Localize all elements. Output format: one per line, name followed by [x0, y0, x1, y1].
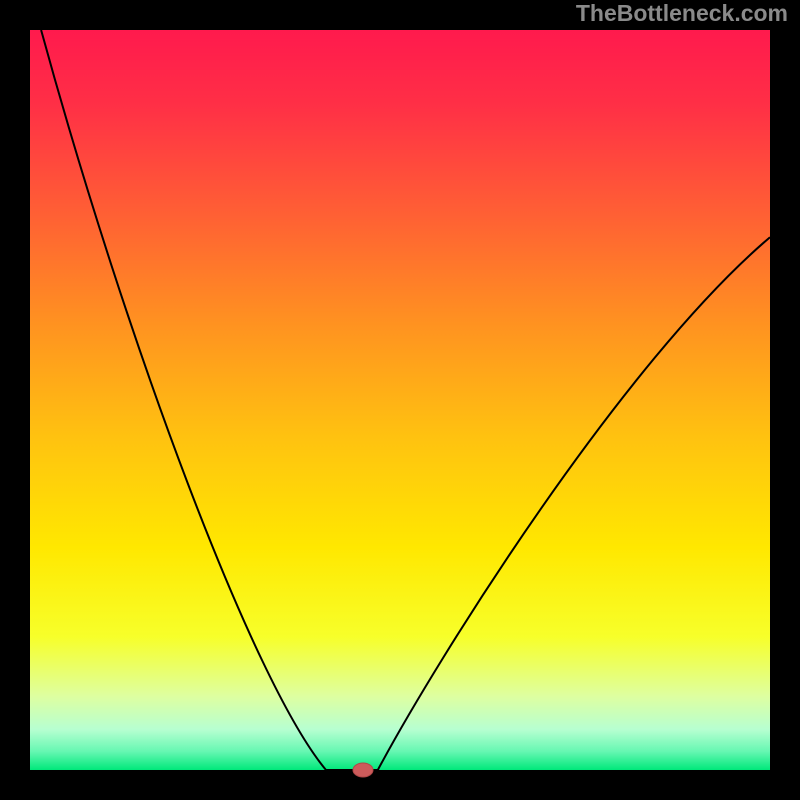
plot-background	[30, 30, 770, 770]
chart-container: TheBottleneck.com	[0, 0, 800, 800]
watermark-text: TheBottleneck.com	[576, 0, 788, 27]
optimum-marker	[353, 763, 373, 777]
chart-svg	[0, 0, 800, 800]
